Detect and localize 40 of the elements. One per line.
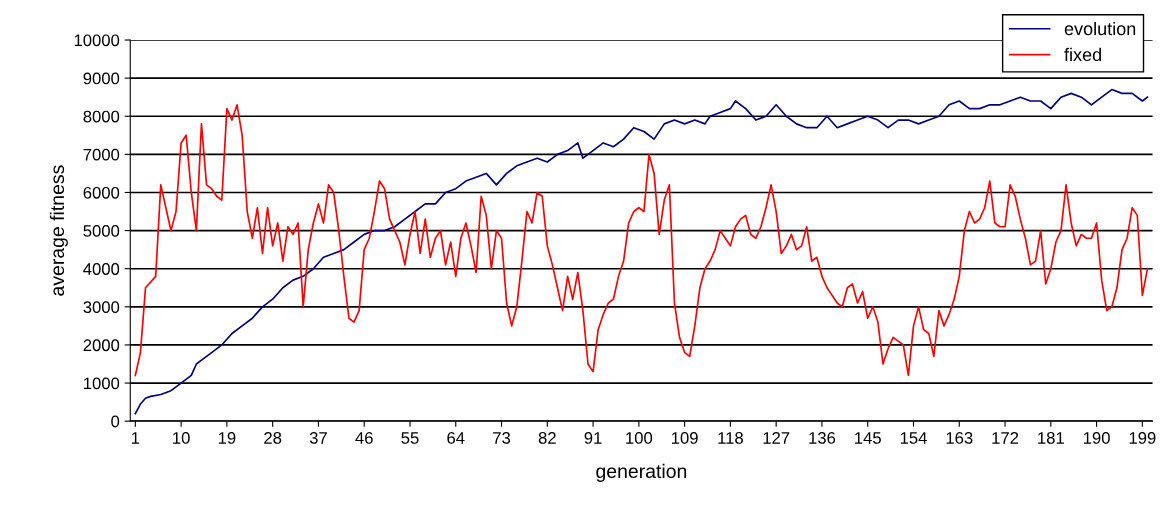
x-tick-label: 118 — [718, 432, 743, 444]
x-tick-label: 37 — [309, 432, 327, 444]
y-tick-label: 8000 — [83, 110, 120, 123]
legend-label: fixed — [1064, 47, 1101, 62]
y-tick-label: 0 — [111, 415, 120, 428]
x-tick-label: 82 — [538, 432, 556, 444]
x-tick-label: 109 — [671, 432, 698, 444]
y-tick-label: 4000 — [83, 263, 120, 275]
x-tick-label: 46 — [355, 432, 373, 444]
x-tick-label: 154 — [900, 432, 927, 444]
x-tick-label: 199 — [1129, 432, 1156, 444]
x-tick-label: 64 — [447, 432, 465, 444]
x-tick-label: 100 — [626, 432, 653, 444]
x-tick-label: 127 — [763, 432, 790, 444]
x-tick-label: 10 — [173, 432, 190, 444]
y-tick-label: 1000 — [84, 377, 120, 390]
x-tick-label: 136 — [809, 432, 836, 444]
x-tick-label: 1 — [131, 432, 140, 444]
line-series — [134, 88, 1149, 415]
x-tick-label: 145 — [855, 432, 881, 444]
x-tick-label: 73 — [493, 432, 511, 444]
x-tick-label: 181 — [1038, 432, 1064, 444]
line-series — [134, 103, 1149, 377]
y-tick-label: 3000 — [83, 301, 120, 314]
y-tick-label: 2000 — [83, 339, 120, 352]
x-tick-label: 55 — [401, 432, 419, 444]
x-tick-label: 19 — [218, 432, 236, 444]
y-tick-label: 7000 — [83, 148, 120, 161]
x-axis-title: generation — [596, 463, 687, 482]
y-tick-label: 10000 — [74, 34, 120, 47]
x-tick-label: 172 — [992, 432, 1019, 444]
y-tick-label: 6000 — [83, 186, 120, 199]
legend-label: evolution — [1064, 21, 1136, 36]
y-tick-label: 9000 — [83, 72, 120, 85]
x-tick-label: 190 — [1083, 432, 1110, 444]
x-tick-label: 91 — [584, 432, 602, 444]
y-axis-title: average fitness — [49, 165, 68, 296]
y-tick-label: 5000 — [83, 224, 120, 237]
x-tick-label: 28 — [264, 432, 282, 444]
x-tick-label: 163 — [946, 432, 973, 444]
